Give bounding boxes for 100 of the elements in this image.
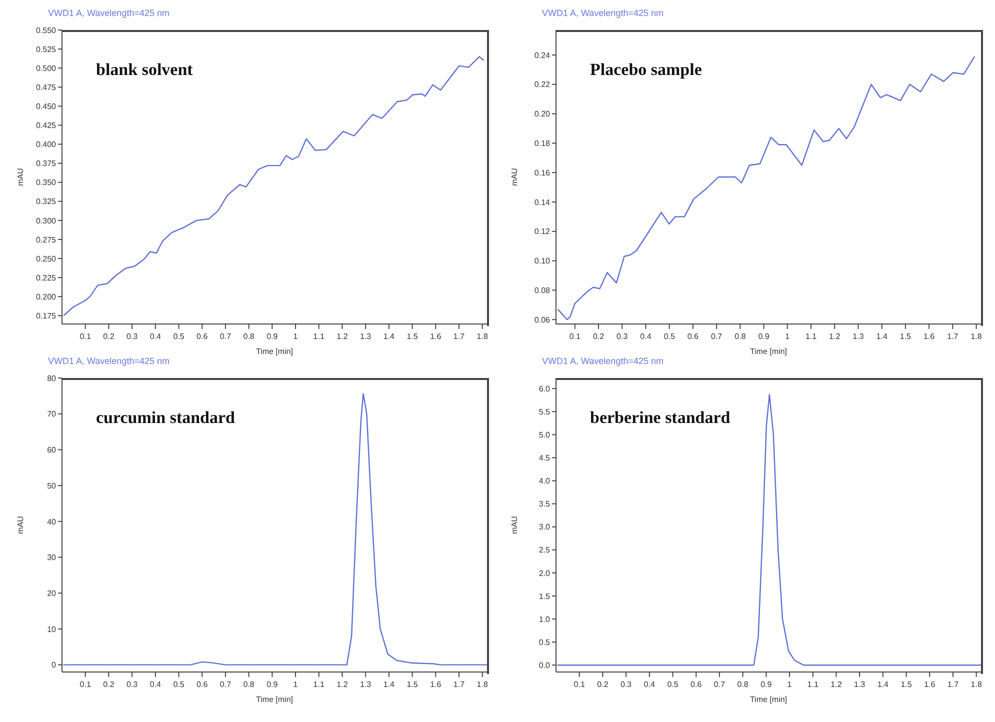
x-tick-label: 0.8 — [737, 680, 749, 689]
y-tick-label: 1.5 — [538, 592, 551, 601]
x-tick-label: 1 — [293, 332, 298, 341]
y-tick-label: 1.0 — [538, 614, 551, 624]
x-tick-label: 1.8 — [476, 332, 488, 341]
y-tick-label: 0.475 — [36, 82, 57, 92]
y-tick-label: 0.325 — [36, 197, 57, 206]
x-tick-label: 1.4 — [877, 680, 890, 689]
x-tick-label: 0.9 — [266, 680, 278, 689]
x-tick-label: 0.3 — [620, 680, 632, 689]
x-tick-label: 0.1 — [574, 680, 586, 689]
x-tick-label: 1.7 — [947, 332, 959, 341]
text: Placebo sample — [590, 60, 702, 80]
x-tick-label: 0.3 — [126, 332, 138, 341]
x-tick-label: 0.9 — [760, 680, 772, 689]
x-tick-label: 1.8 — [970, 680, 982, 689]
y-tick-label: 0.08 — [534, 286, 551, 296]
y-tick-label: 0.300 — [36, 216, 57, 226]
x-tick-label: 1.5 — [900, 332, 912, 341]
y-tick-label: 6.0 — [538, 384, 551, 394]
x-tick-label: 0.6 — [690, 680, 702, 689]
y-tick-label: 0.525 — [36, 44, 57, 54]
y-tick-label: 0.175 — [36, 311, 57, 320]
y-tick-label: 40 — [47, 517, 57, 526]
x-tick-label: 1.8 — [970, 332, 982, 341]
y-tick-label: 5.5 — [538, 407, 551, 416]
y-tick-label: 3.0 — [538, 522, 551, 532]
x-axis-title: Time [min] — [750, 347, 788, 356]
x-tick-label: 1.2 — [830, 680, 842, 689]
y-tick-label: 10 — [47, 624, 57, 634]
x-tick-label: 0.1 — [569, 332, 581, 341]
x-axis-title: Time [min] — [256, 347, 294, 356]
x-tick-label: 1.4 — [383, 332, 396, 341]
x-tick-label: 0.2 — [103, 332, 115, 341]
y-tick-label: 30 — [47, 553, 57, 562]
x-tick-label: 0.5 — [667, 680, 679, 689]
x-tick-label: 1.1 — [805, 332, 818, 341]
x-tick-label: 1.2 — [336, 332, 348, 341]
text: blank solvent — [96, 60, 193, 80]
y-tick-label: 4.0 — [538, 476, 551, 486]
x-tick-label: 0.5 — [173, 332, 185, 341]
x-tick-label: 0.4 — [150, 680, 162, 689]
y-tick-label: 0.375 — [36, 159, 57, 168]
y-tick-label: 70 — [47, 410, 57, 419]
x-tick-label: 1.2 — [336, 680, 348, 689]
x-tick-label: 0.8 — [734, 332, 746, 341]
y-tick-label: 0.10 — [534, 256, 551, 266]
y-tick-label: 0.500 — [36, 64, 57, 73]
x-tick-label: 0.2 — [597, 680, 609, 689]
x-tick-label: 1.8 — [476, 680, 488, 689]
x-tick-label: 0.2 — [103, 680, 115, 689]
y-tick-label: 20 — [47, 588, 57, 598]
text: berberine standard — [590, 408, 730, 428]
x-tick-label: 0.4 — [150, 332, 162, 341]
y-tick-label: 0.400 — [36, 140, 57, 150]
x-tick-label: 1 — [293, 680, 298, 689]
y-tick-label: 5.0 — [538, 430, 551, 440]
x-tick-label: 1.5 — [900, 680, 912, 689]
x-tick-label: 1.5 — [406, 332, 418, 341]
y-tick-label: 0.16 — [534, 168, 551, 178]
y-tick-label: 0.5 — [538, 638, 551, 647]
x-tick-label: 1.4 — [383, 680, 396, 689]
y-tick-label: 0.550 — [36, 26, 57, 35]
x-tick-label: 1.6 — [923, 332, 936, 341]
y-tick-label: 3.5 — [538, 500, 551, 509]
y-tick-label: 0.250 — [36, 254, 57, 264]
x-tick-label: 1.7 — [453, 332, 466, 341]
x-tick-label: 1.3 — [852, 332, 864, 341]
x-tick-label: 0.4 — [644, 680, 656, 689]
y-tick-label: 60 — [47, 446, 57, 455]
y-tick-label: 0.350 — [36, 178, 57, 188]
y-axis-title: mAU — [16, 516, 25, 534]
x-tick-label: 1.6 — [430, 332, 442, 341]
x-tick-label: 0.2 — [592, 332, 605, 341]
x-tick-label: 0.8 — [243, 332, 255, 341]
x-tick-label: 0.4 — [640, 332, 652, 341]
x-tick-label: 0.7 — [220, 680, 232, 689]
x-tick-label: 1.3 — [360, 332, 372, 341]
x-tick-label: 0.6 — [687, 332, 700, 341]
x-tick-label: 1.1 — [807, 680, 819, 689]
y-tick-label: 0.06 — [534, 315, 551, 324]
x-tick-label: 1 — [787, 680, 792, 689]
y-axis-title: mAU — [510, 168, 519, 186]
y-tick-label: 0 — [52, 660, 57, 670]
x-tick-label: 0.9 — [758, 332, 770, 341]
x-tick-label: 1.3 — [360, 680, 372, 689]
x-tick-label: 0.9 — [266, 332, 278, 341]
x-tick-label: 0.6 — [196, 680, 208, 689]
y-axis-title: mAU — [510, 516, 519, 534]
chart-subtitle: VWD1 A, Wavelength=425 nm — [48, 8, 170, 18]
chart-subtitle: VWD1 A, Wavelength=425 nm — [542, 8, 664, 18]
y-tick-label: 0.225 — [36, 273, 57, 282]
x-tick-label: 1.6 — [430, 680, 442, 689]
y-tick-label: 0.22 — [534, 80, 551, 90]
y-tick-label: 80 — [47, 374, 57, 383]
x-tick-label: 1.6 — [924, 680, 936, 689]
x-tick-label: 1.5 — [406, 680, 418, 689]
x-tick-label: 0.3 — [616, 332, 628, 341]
x-tick-label: 0.7 — [220, 332, 232, 341]
y-tick-label: 0.24 — [534, 50, 551, 60]
